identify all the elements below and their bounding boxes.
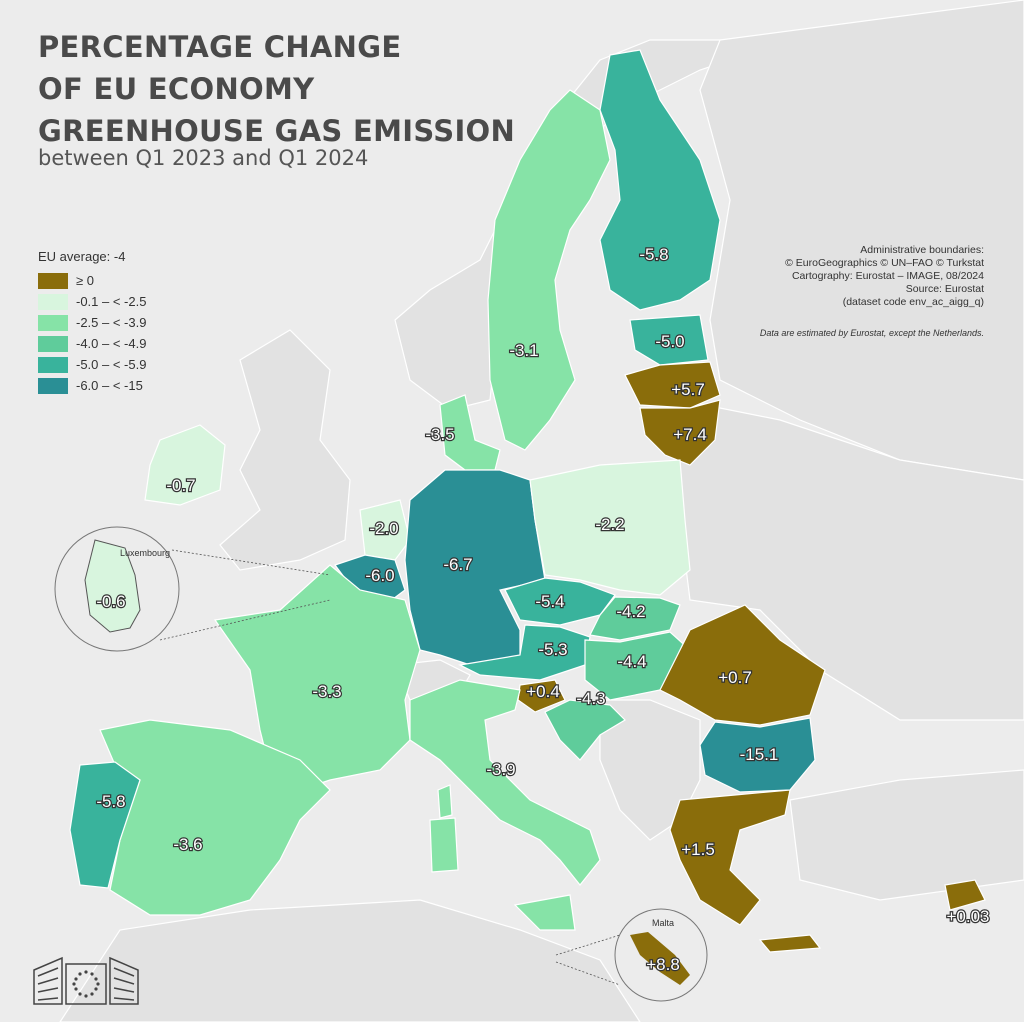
value-hungary: -4.4	[617, 652, 646, 671]
credit-line: (dataset code env_ac_aigg_q)	[842, 296, 984, 308]
country-austria	[458, 624, 591, 681]
country-greece	[669, 789, 791, 926]
legend-swatch	[38, 293, 68, 310]
value-spain: -3.6	[173, 835, 202, 854]
country-slovakia	[589, 596, 681, 641]
value-lithuania: +7.4	[673, 425, 707, 444]
title-line: OF EU ECONOMY	[38, 72, 315, 106]
country-romania	[659, 604, 826, 726]
country-italy	[409, 679, 601, 886]
country-denmark	[439, 394, 501, 471]
country-czechia	[504, 577, 616, 626]
legend-label: -4.0 – < -4.9	[76, 336, 147, 351]
credits: Administrative boundaries: © EuroGeograp…	[684, 244, 984, 309]
legend-label: ≥ 0	[76, 273, 94, 288]
value-belgium: -6.0	[365, 566, 394, 585]
value-estonia: -5.0	[655, 332, 684, 351]
non-eu-russia-north	[699, 0, 1024, 481]
country-poland	[529, 459, 691, 596]
country-lithuania	[639, 399, 721, 466]
credit-line: Source: Eurostat	[905, 283, 984, 295]
inset-malta: Malta	[555, 908, 708, 1002]
value-bulgaria: -15.1	[740, 745, 779, 764]
country-germany	[404, 469, 546, 666]
legend-swatch	[38, 335, 68, 352]
inset-malta-title: Malta	[652, 918, 674, 928]
country-italy-sicily	[513, 894, 576, 931]
value-greece: +1.5	[681, 840, 715, 859]
value-cyprus: +0.03	[946, 907, 989, 926]
legend-swatch	[38, 356, 68, 373]
legend-label: -2.5 – < -3.9	[76, 315, 147, 330]
value-ireland: -0.7	[166, 476, 195, 495]
non-eu-uk	[219, 329, 351, 571]
value-croatia: -4.3	[576, 689, 605, 708]
data-note: Data are estimated by Eurostat, except t…	[759, 328, 984, 338]
value-poland: -2.2	[595, 515, 624, 534]
credit-line: Administrative boundaries:	[860, 244, 984, 256]
non-eu-north-africa	[59, 899, 641, 1022]
credit-line: Cartography: Eurostat – IMAGE, 08/2024	[791, 270, 984, 282]
legend-item: -0.1 – < -2.5	[38, 291, 146, 312]
country-france-corsica	[437, 784, 453, 819]
legend-item: -6.0 – < -15	[38, 375, 146, 396]
value-romania: +0.7	[718, 668, 752, 687]
value-austria: -5.3	[538, 640, 567, 659]
legend-item: -5.0 – < -5.9	[38, 354, 146, 375]
value-slovakia: -4.2	[616, 602, 645, 621]
legend-item: ≥ 0	[38, 270, 146, 291]
value-italy: -3.9	[486, 760, 515, 779]
country-sweden	[487, 89, 611, 451]
value-czechia: -5.4	[535, 592, 564, 611]
country-portugal	[69, 761, 141, 889]
country-cyprus	[944, 879, 986, 911]
value-netherlands: -2.0	[369, 519, 398, 538]
country-estonia	[629, 314, 709, 366]
country-croatia	[544, 699, 626, 761]
legend-item: -4.0 – < -4.9	[38, 333, 146, 354]
legend-label: -5.0 – < -5.9	[76, 357, 147, 372]
value-portugal: -5.8	[96, 792, 125, 811]
value-latvia: +5.7	[671, 380, 705, 399]
country-ireland	[144, 424, 226, 506]
country-netherlands	[359, 499, 411, 561]
value-france: -3.3	[312, 682, 341, 701]
legend-title: EU average: -4	[38, 249, 126, 264]
legend: EU average: -4 ≥ 0 -0.1 – < -2.5 -2.5 – …	[38, 249, 146, 396]
country-finland	[599, 49, 721, 311]
value-malta: +8.8	[646, 955, 680, 974]
non-eu-turkey	[789, 769, 1024, 901]
legend-label: -6.0 – < -15	[76, 378, 143, 393]
map-title: PERCENTAGE CHANGE OF EU ECONOMY GREENHOU…	[38, 26, 515, 152]
country-latvia	[624, 361, 721, 409]
credit-line: © EuroGeographics © UN–FAO © Turkstat	[785, 257, 984, 269]
inset-luxembourg-title: Luxembourg	[120, 548, 170, 558]
country-greece-crete	[758, 934, 822, 953]
legend-item: -2.5 – < -3.9	[38, 312, 146, 333]
inset-luxembourg: Luxembourg	[54, 526, 331, 652]
legend-swatch	[38, 272, 68, 289]
country-italy-sardinia	[429, 817, 459, 873]
value-germany: -6.7	[443, 555, 472, 574]
legend-label: -0.1 – < -2.5	[76, 294, 147, 309]
eu-commission-logo	[33, 956, 139, 1005]
value-sweden: -3.1	[509, 341, 538, 360]
value-luxembourg: -0.6	[96, 592, 125, 611]
title-line: GREENHOUSE GAS EMISSION	[38, 114, 516, 148]
value-slovenia: +0.4	[526, 682, 560, 701]
value-denmark: -3.5	[425, 425, 454, 444]
legend-swatch	[38, 314, 68, 331]
map-subtitle: between Q1 2023 and Q1 2024	[38, 146, 369, 170]
value-finland: -5.8	[639, 245, 668, 264]
title-line: PERCENTAGE CHANGE	[38, 30, 402, 64]
legend-swatch	[38, 377, 68, 394]
